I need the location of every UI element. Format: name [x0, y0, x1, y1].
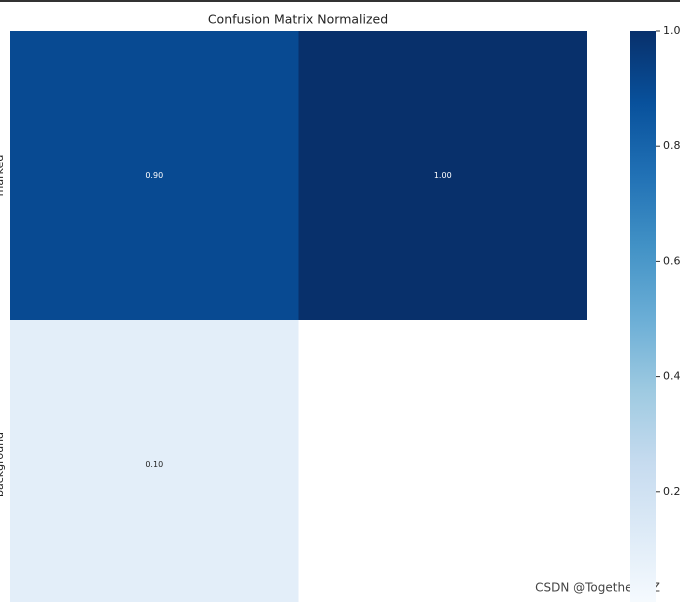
- colorbar: [630, 31, 656, 602]
- colorbar-tick-label: 0.2: [663, 485, 680, 498]
- colorbar-tick-label: 0.8: [663, 139, 680, 152]
- colorbar-tick-label: 0.6: [663, 254, 680, 267]
- watermark: CSDN @Together_CZ: [535, 581, 660, 595]
- heatmap-cell: [298, 31, 587, 320]
- y-tick-label: background: [0, 432, 6, 497]
- heatmap-cell: [10, 320, 299, 602]
- cell-label: 0.90: [145, 171, 163, 180]
- colorbar-tick-label: 0.4: [663, 370, 680, 383]
- cell-label: 0.10: [145, 460, 163, 469]
- y-tick-label: marked: [0, 155, 6, 197]
- cell-label: 1.00: [434, 171, 452, 180]
- chart-title: Confusion Matrix Normalized: [208, 12, 388, 27]
- heatmap-cell: [10, 31, 299, 320]
- top-border: [0, 0, 680, 2]
- colorbar-tick-label: 1.0: [663, 24, 680, 37]
